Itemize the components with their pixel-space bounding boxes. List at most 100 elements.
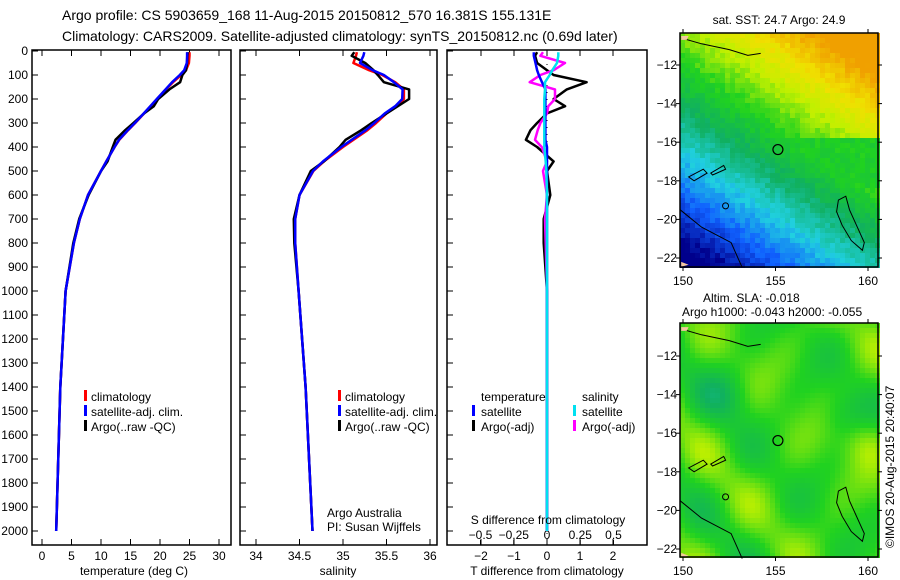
map-cell [805, 488, 810, 493]
map-cell [835, 158, 840, 163]
map-cell [835, 383, 840, 388]
map-cell [735, 48, 740, 53]
map-cell [685, 323, 690, 328]
map-cell [790, 48, 795, 53]
map-cell [870, 163, 875, 168]
map-cell [855, 483, 860, 488]
map-cell [700, 468, 705, 473]
map-cell [870, 98, 875, 103]
map-cell [855, 58, 860, 63]
map-cell [700, 493, 705, 498]
map-cell [825, 143, 830, 148]
map-cell [825, 43, 830, 48]
map-cell [850, 178, 855, 183]
map-cell [820, 458, 825, 463]
map-cell [810, 73, 815, 78]
map-cell [680, 503, 685, 508]
map-cell [695, 208, 700, 213]
map-cell [845, 103, 850, 108]
map-cell [805, 53, 810, 58]
map-cell [730, 418, 735, 423]
map-cell [840, 358, 845, 363]
map-cell [835, 523, 840, 528]
map-cell [815, 388, 820, 393]
map-cell [780, 93, 785, 98]
map-cell [850, 233, 855, 238]
map-cell [695, 418, 700, 423]
map-cell [805, 343, 810, 348]
map-cell [795, 243, 800, 248]
map-cell [825, 333, 830, 338]
map-cell [835, 438, 840, 443]
map-cell [870, 538, 875, 543]
map-cell [860, 213, 865, 218]
map-cell [780, 333, 785, 338]
map-cell [780, 508, 785, 513]
map-cell [835, 223, 840, 228]
map-cell [685, 383, 690, 388]
map-cell [800, 143, 805, 148]
map-cell [800, 403, 805, 408]
map-cell [745, 478, 750, 483]
map-cell [715, 208, 720, 213]
map-cell [760, 158, 765, 163]
map-cell [735, 73, 740, 78]
map-cell [760, 218, 765, 223]
map-cell [725, 493, 730, 498]
map-cell [785, 543, 790, 548]
map-cell [775, 343, 780, 348]
map-cell [705, 483, 710, 488]
map-cell [735, 453, 740, 458]
map-cell [750, 213, 755, 218]
map-cell [740, 543, 745, 548]
map-cell [860, 393, 865, 398]
map-cell [720, 353, 725, 358]
map-cell [720, 233, 725, 238]
map-cell [765, 453, 770, 458]
map-cell [750, 193, 755, 198]
map-cell [805, 138, 810, 143]
map-cell [770, 388, 775, 393]
map-cell [710, 428, 715, 433]
map-cell [860, 88, 865, 93]
map-cell [810, 88, 815, 93]
map-cell [780, 263, 785, 268]
map-cell [705, 253, 710, 258]
map-cell [760, 448, 765, 453]
map-cell [740, 263, 745, 268]
map-cell [755, 218, 760, 223]
map-cell [805, 498, 810, 503]
map-cell [815, 33, 820, 38]
map-cell [765, 508, 770, 513]
map-cell [770, 228, 775, 233]
map-cell [710, 363, 715, 368]
map-cell [870, 153, 875, 158]
map-cell [740, 183, 745, 188]
legend-label: satellite [582, 405, 623, 419]
map-cell [715, 518, 720, 523]
map-cell [845, 483, 850, 488]
map-cell [770, 83, 775, 88]
map-cell [685, 113, 690, 118]
map-cell [685, 123, 690, 128]
map-cell [765, 133, 770, 138]
map-cell [850, 118, 855, 123]
map-cell [685, 193, 690, 198]
map-cell [870, 253, 875, 258]
map-cell [800, 178, 805, 183]
map-cell [840, 498, 845, 503]
temperature-legend: climatology satellite-adj. clim. Argo(..… [84, 390, 183, 434]
map-cell [825, 468, 830, 473]
map-cell [780, 378, 785, 383]
map-cell [730, 43, 735, 48]
map-cell [780, 233, 785, 238]
map-cell [790, 448, 795, 453]
map-frame [679, 322, 879, 558]
map-cell [820, 123, 825, 128]
map-cell [850, 203, 855, 208]
map-cell [755, 243, 760, 248]
map-cell [855, 508, 860, 513]
map-cell [825, 128, 830, 133]
map-cell [830, 388, 835, 393]
map-cell [720, 518, 725, 523]
